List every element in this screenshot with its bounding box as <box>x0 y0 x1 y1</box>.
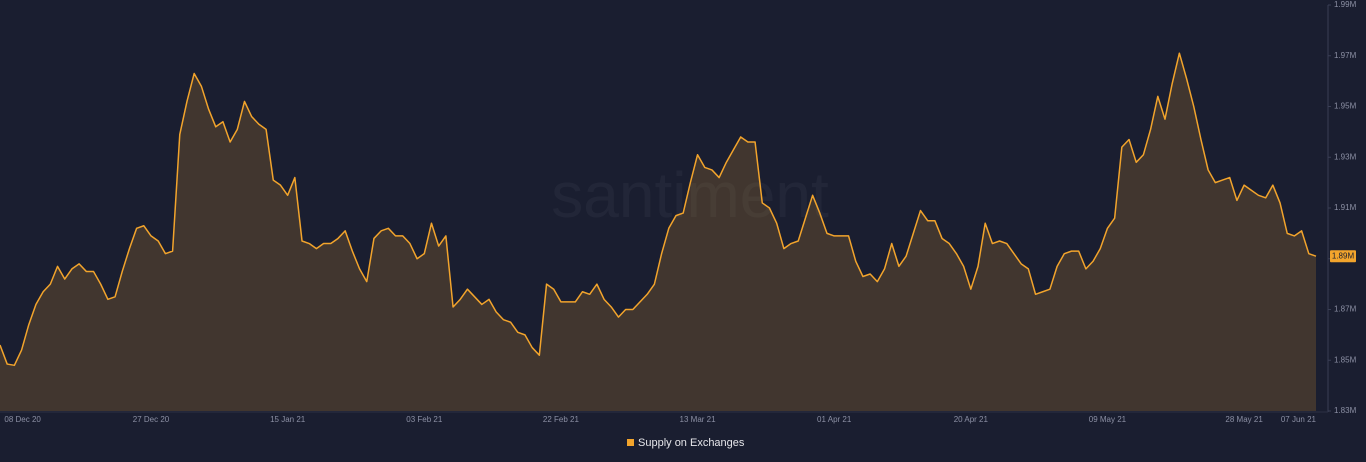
last-value-box <box>1330 250 1356 263</box>
y-tick-label: 1.85M <box>1334 355 1357 364</box>
x-tick-label: 09 May 21 <box>1089 415 1127 424</box>
x-tick-label: 03 Feb 21 <box>406 415 443 424</box>
x-tick-label: 15 Jan 21 <box>270 415 306 424</box>
y-tick-label: 1.91M <box>1334 203 1357 212</box>
y-tick-label: 1.95M <box>1334 102 1357 111</box>
x-tick-label: 22 Feb 21 <box>543 415 580 424</box>
line <box>0 52 1317 367</box>
y-tick-label: 1.97M <box>1334 51 1357 60</box>
x-tick-label: 01 Apr 21 <box>817 415 852 424</box>
legend-swatch <box>627 439 634 446</box>
y-tick-label: 1.83M <box>1334 406 1357 415</box>
y-tick-label: 1.99M <box>1334 0 1357 9</box>
x-tick-label: 13 Mar 21 <box>680 415 717 424</box>
x-tick-label: 07 Jun 21 <box>1281 415 1317 424</box>
area-fill <box>0 53 1316 412</box>
last-value-label: 1.89M <box>1332 251 1355 260</box>
legend-label: Supply on Exchanges <box>638 437 745 449</box>
x-tick-label: 28 May 21 <box>1225 415 1263 424</box>
y-tick-label: 1.87M <box>1334 305 1357 314</box>
x-tick-label: 27 Dec 20 <box>133 415 170 424</box>
x-tick-label: 08 Dec 20 <box>4 415 41 424</box>
y-tick-label: 1.93M <box>1334 152 1357 161</box>
x-tick-label: 20 Apr 21 <box>954 415 989 424</box>
